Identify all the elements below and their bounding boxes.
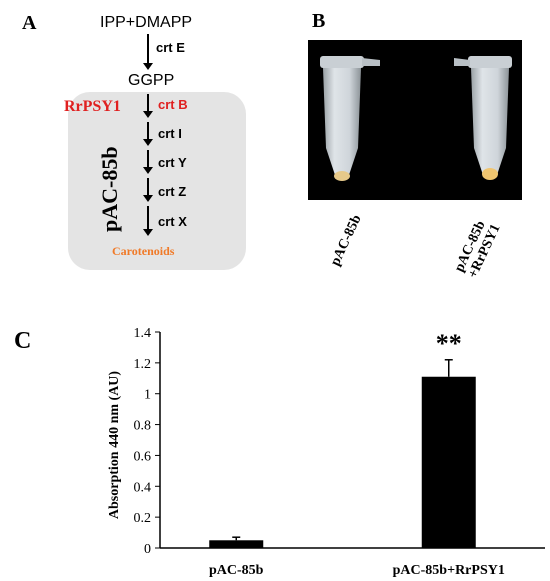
bar-chart: 0 0.2 0.4 0.6 0.8 1 1.2 1.4 pAC-85b pAC-85b+RrPS… <box>107 326 545 578</box>
tube-left <box>320 56 380 181</box>
plasmid-box-label: pAC-85b <box>97 146 122 232</box>
chart-bars: pAC-85b pAC-85b+RrPSY1 ** <box>209 329 505 578</box>
y-axis-label: Absorption 440 nm (AU) <box>107 371 122 520</box>
y-tick-label: 0.2 <box>134 511 152 526</box>
bar <box>209 540 264 548</box>
pathway-ggpp: GGPP <box>128 72 175 89</box>
enzyme-crt-e: crt E <box>156 40 185 55</box>
tube-photo <box>308 40 522 200</box>
arrow-1 <box>143 34 153 70</box>
arrow-2 <box>143 94 153 118</box>
y-tick-label: 1.4 <box>134 326 152 341</box>
enzyme-crt-z: crt Z <box>158 184 187 199</box>
x-tick-label: pAC-85b+RrPSY1 <box>393 563 505 578</box>
tubes-image <box>320 56 512 181</box>
y-tick-label: 0.4 <box>134 480 152 495</box>
enzyme-crt-i: crt I <box>158 126 182 141</box>
tube-label-2: pAC-85b +RrPSY1 <box>452 218 504 281</box>
arrow-3 <box>143 122 153 146</box>
arrow-6 <box>143 206 153 236</box>
x-tick-label: pAC-85b <box>209 563 264 578</box>
panel-b-label: B <box>312 10 326 32</box>
enzyme-crt-b: crt B <box>158 97 188 112</box>
arrow-4 <box>143 150 153 174</box>
rrpsy1-label: RrPSY1 <box>64 98 121 115</box>
y-tick-label: 1.2 <box>134 357 152 372</box>
arrow-5 <box>143 178 153 202</box>
carotenoids-label: Carotenoids <box>112 244 175 258</box>
y-tick-label: 0 <box>144 542 151 557</box>
chart-axes: 0 0.2 0.4 0.6 0.8 1 1.2 1.4 <box>134 326 545 557</box>
tube-label-1: pAC-85b <box>328 212 365 269</box>
y-tick-label: 1 <box>144 388 151 403</box>
plasmid-box <box>68 92 246 270</box>
y-tick-label: 0.6 <box>134 449 152 464</box>
bar <box>421 376 476 548</box>
y-tick-label: 0.8 <box>134 419 152 434</box>
enzyme-crt-y: crt Y <box>158 155 187 170</box>
significance-marker: ** <box>436 329 462 358</box>
pathway-start: IPP+DMAPP <box>100 14 193 31</box>
enzyme-crt-x: crt X <box>158 214 187 229</box>
panel-a-label: A <box>22 12 37 34</box>
panel-c-label: C <box>14 328 32 354</box>
tube-right <box>454 56 512 180</box>
